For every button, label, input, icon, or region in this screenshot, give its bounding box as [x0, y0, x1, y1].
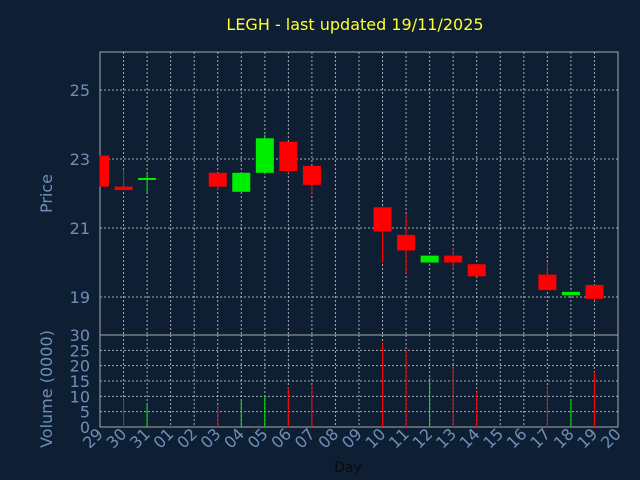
candle-body [279, 141, 298, 172]
candle [208, 172, 227, 191]
candle [279, 141, 298, 173]
x-tick-labels: 2930310102030405060708091011121314151617… [79, 424, 625, 452]
volume-tick-label: 0 [80, 418, 90, 437]
candle [561, 291, 580, 296]
volume-tick-label: 10 [70, 387, 90, 406]
price-axis-label: Price [37, 174, 56, 213]
candle [255, 134, 274, 173]
candle-body [114, 186, 133, 191]
candle [114, 169, 133, 191]
volume-tick-label: 30 [70, 326, 90, 345]
candle [302, 165, 321, 194]
volume-plot-frame [99, 334, 619, 428]
candle [397, 214, 416, 273]
chart-title: LEGH - last updated 19/11/2025 [226, 15, 483, 34]
price-tick-label: 19 [70, 288, 90, 307]
candle-body [538, 274, 557, 291]
candle-body [232, 172, 251, 192]
candle-body [373, 207, 392, 232]
price-tick-label: 23 [70, 150, 90, 169]
candle-body [100, 155, 109, 187]
price-panel: 19 21 23 25 [70, 51, 619, 336]
candle-body [585, 284, 604, 299]
volume-tick-label: 5 [80, 403, 90, 422]
candle-body [397, 234, 416, 251]
candle [99, 155, 109, 187]
candle [420, 255, 439, 263]
volume-axis-label: Volume (0000) [37, 330, 56, 448]
candle [538, 262, 557, 291]
candle [373, 207, 392, 263]
candle-body [561, 291, 580, 296]
candle-body [302, 165, 321, 185]
candle-body [138, 177, 157, 180]
volume-tick-label: 25 [70, 341, 90, 360]
candle [585, 284, 604, 301]
x-axis-label: Day [334, 460, 362, 476]
candle-body [208, 172, 227, 187]
price-tick-label: 25 [70, 81, 90, 100]
candle [444, 248, 463, 270]
candle [138, 172, 157, 194]
candle-body [444, 255, 463, 263]
candle-body [255, 138, 274, 173]
price-tick-label: 21 [70, 219, 90, 238]
volume-tick-label: 15 [70, 372, 90, 391]
candle [467, 264, 486, 277]
volume-tick-label: 20 [70, 357, 90, 376]
candle [232, 172, 251, 192]
candle-body [420, 255, 439, 263]
candle-body [467, 264, 486, 277]
